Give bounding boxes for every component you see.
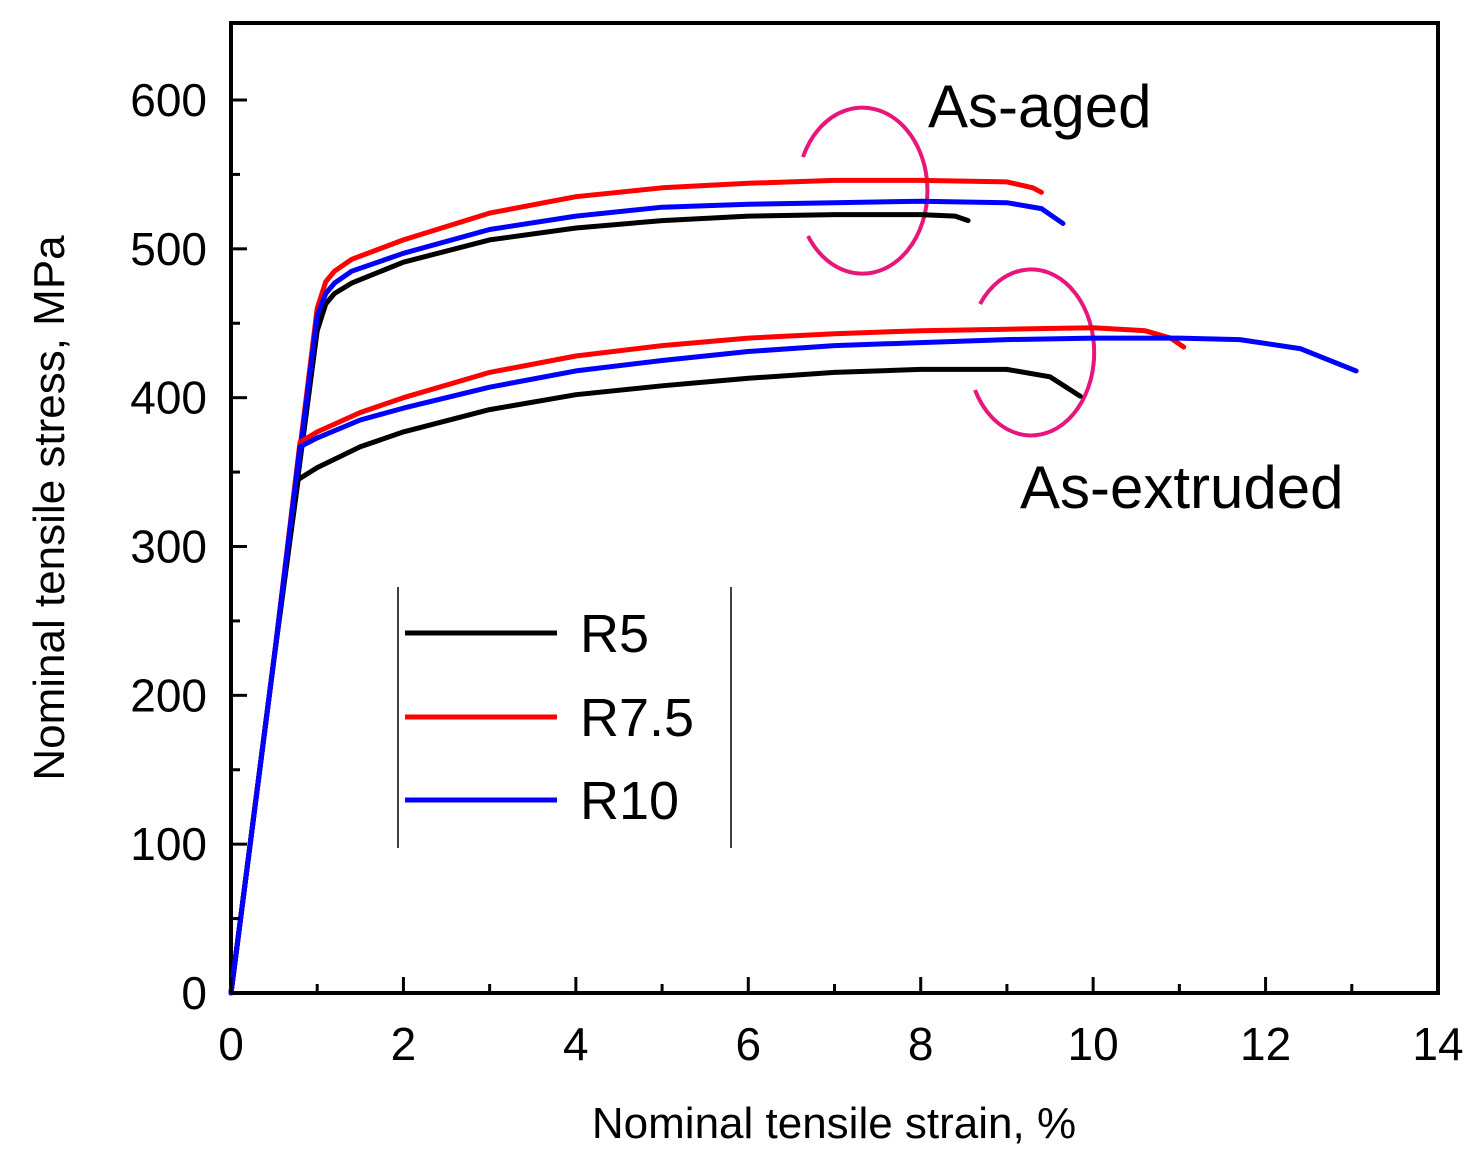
legend-items: R5 R7.5 R10 xyxy=(405,604,694,831)
annotation-as-extruded: As-extruded xyxy=(1020,454,1344,521)
y-tick-label: 500 xyxy=(130,223,207,275)
x-tick-label: 4 xyxy=(563,1018,589,1070)
x-tick-label: 0 xyxy=(218,1018,244,1070)
legend-label-r7-5: R7.5 xyxy=(580,688,694,748)
x-tick-label: 10 xyxy=(1068,1018,1119,1070)
ticks-layer: 0 2 4 6 8 10 12 14 0 100 200 300 400 500 600 xyxy=(130,74,1463,1070)
y-tick-label: 400 xyxy=(130,372,207,424)
legend-label-r5: R5 xyxy=(580,604,649,664)
y-tick-label: 600 xyxy=(130,74,207,126)
legend: R5 R7.5 R10 xyxy=(397,587,732,848)
highlight-ellipses xyxy=(801,105,1097,438)
series-line-r10-as-aged xyxy=(228,198,1066,996)
highlight-ellipse-as-aged xyxy=(801,105,930,276)
series-line-r5-as-aged xyxy=(228,212,971,996)
y-tick-label: 0 xyxy=(181,967,207,1019)
x-tick-label: 6 xyxy=(735,1018,761,1070)
y-tick-label: 300 xyxy=(130,521,207,573)
y-tick-label: 200 xyxy=(130,669,207,721)
series-line-r5-as-extruded xyxy=(228,366,1083,996)
series-layer xyxy=(228,177,1359,996)
highlight-ellipse-as-extruded xyxy=(973,267,1097,438)
series-line-r10-as-extruded xyxy=(228,335,1359,996)
x-tick-label: 12 xyxy=(1240,1018,1291,1070)
series-line-r7-5-as-aged xyxy=(228,177,1044,996)
x-tick-label: 14 xyxy=(1412,1018,1463,1070)
y-axis-title: Nominal tensile stress, MPa xyxy=(25,235,74,781)
series-line-r7-5-as-extruded xyxy=(228,325,1187,996)
legend-label-r10: R10 xyxy=(580,771,679,831)
y-tick-label: 100 xyxy=(130,818,207,870)
annotation-as-aged: As-aged xyxy=(928,73,1151,140)
x-tick-label: 2 xyxy=(391,1018,417,1070)
x-tick-label: 8 xyxy=(908,1018,934,1070)
x-axis-title: Nominal tensile strain, % xyxy=(592,1099,1076,1148)
